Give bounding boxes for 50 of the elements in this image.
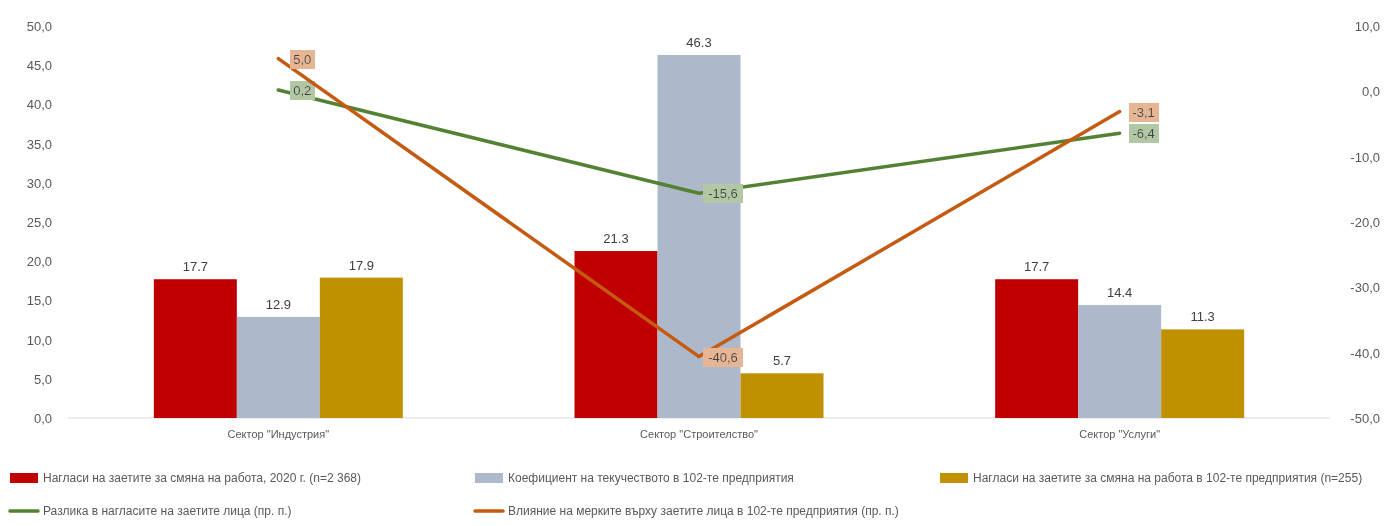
data-label: -3,1 [1132, 104, 1155, 120]
data-label: 12.9 [265, 296, 291, 312]
bar [236, 316, 320, 418]
data-label: 0,2 [293, 83, 312, 99]
y-tick-label: 15,0 [26, 293, 52, 309]
x-tick-label: Сектор "Услуги" [1079, 428, 1161, 440]
bar [319, 277, 403, 418]
data-label: -15,6 [708, 186, 738, 202]
y2-tick-label: -40,0 [1350, 345, 1380, 361]
y-tick-label: 0,0 [33, 411, 52, 426]
y-tick-label: 20,0 [26, 254, 52, 270]
data-label: 17.9 [348, 257, 374, 273]
data-label: 21.3 [603, 231, 629, 247]
y-tick-label: 25,0 [26, 215, 52, 230]
legend-label: Влияние на мерките върху заетите лица в 102-те предприятия (пр. п.) [508, 504, 899, 518]
y2-tick-label: -30,0 [1350, 280, 1380, 296]
legend-label: Нагласи на заетите за смяна на работа, 2020 г. (n=2 368) [43, 471, 361, 485]
y-tick-label: 40,0 [26, 97, 52, 113]
x-tick-label: Сектор "Строителство" [640, 428, 759, 440]
data-label: 46.3 [686, 35, 712, 51]
data-label: 11.3 [1190, 309, 1215, 325]
y2-tick-label: -20,0 [1350, 215, 1380, 230]
y-tick-label: 30,0 [26, 175, 52, 191]
data-label: -40,6 [708, 349, 738, 365]
legend-label: Разлика в нагласите на заетите лица (пр. п.) [43, 504, 292, 518]
y2-tick-label: -10,0 [1350, 149, 1380, 165]
y-tick-label: 45,0 [26, 58, 52, 74]
bar [1161, 329, 1245, 418]
y-tick-label: 50,0 [26, 19, 52, 34]
bar [574, 251, 658, 418]
data-label: 5.7 [772, 353, 792, 369]
data-label: 17.7 [182, 259, 208, 275]
y2-tick-label: -50,0 [1350, 411, 1380, 426]
legend-label: Коефициент на текучеството в 102-те предприятия [508, 471, 794, 485]
y-tick-label: 10,0 [26, 332, 52, 348]
y-tick-label: 5,0 [33, 371, 52, 387]
data-label: 14.4 [1107, 285, 1133, 301]
x-tick-label: Сектор "Индустрия" [227, 428, 330, 440]
legend-label: Нагласи на заетите за смяна на работа в 102-те предприятия (n=255) [973, 471, 1363, 485]
data-label: 17.7 [1024, 259, 1050, 275]
bar [1078, 305, 1162, 418]
data-label: -6,4 [1132, 126, 1155, 142]
bar [995, 279, 1079, 418]
data-label: 5,0 [293, 51, 312, 67]
y-tick-label: 35,0 [26, 136, 52, 152]
bar [153, 279, 237, 418]
bar [657, 55, 741, 418]
y2-tick-label: 0,0 [1361, 84, 1380, 100]
y2-tick-label: 10,0 [1354, 19, 1380, 34]
bar [740, 373, 824, 418]
